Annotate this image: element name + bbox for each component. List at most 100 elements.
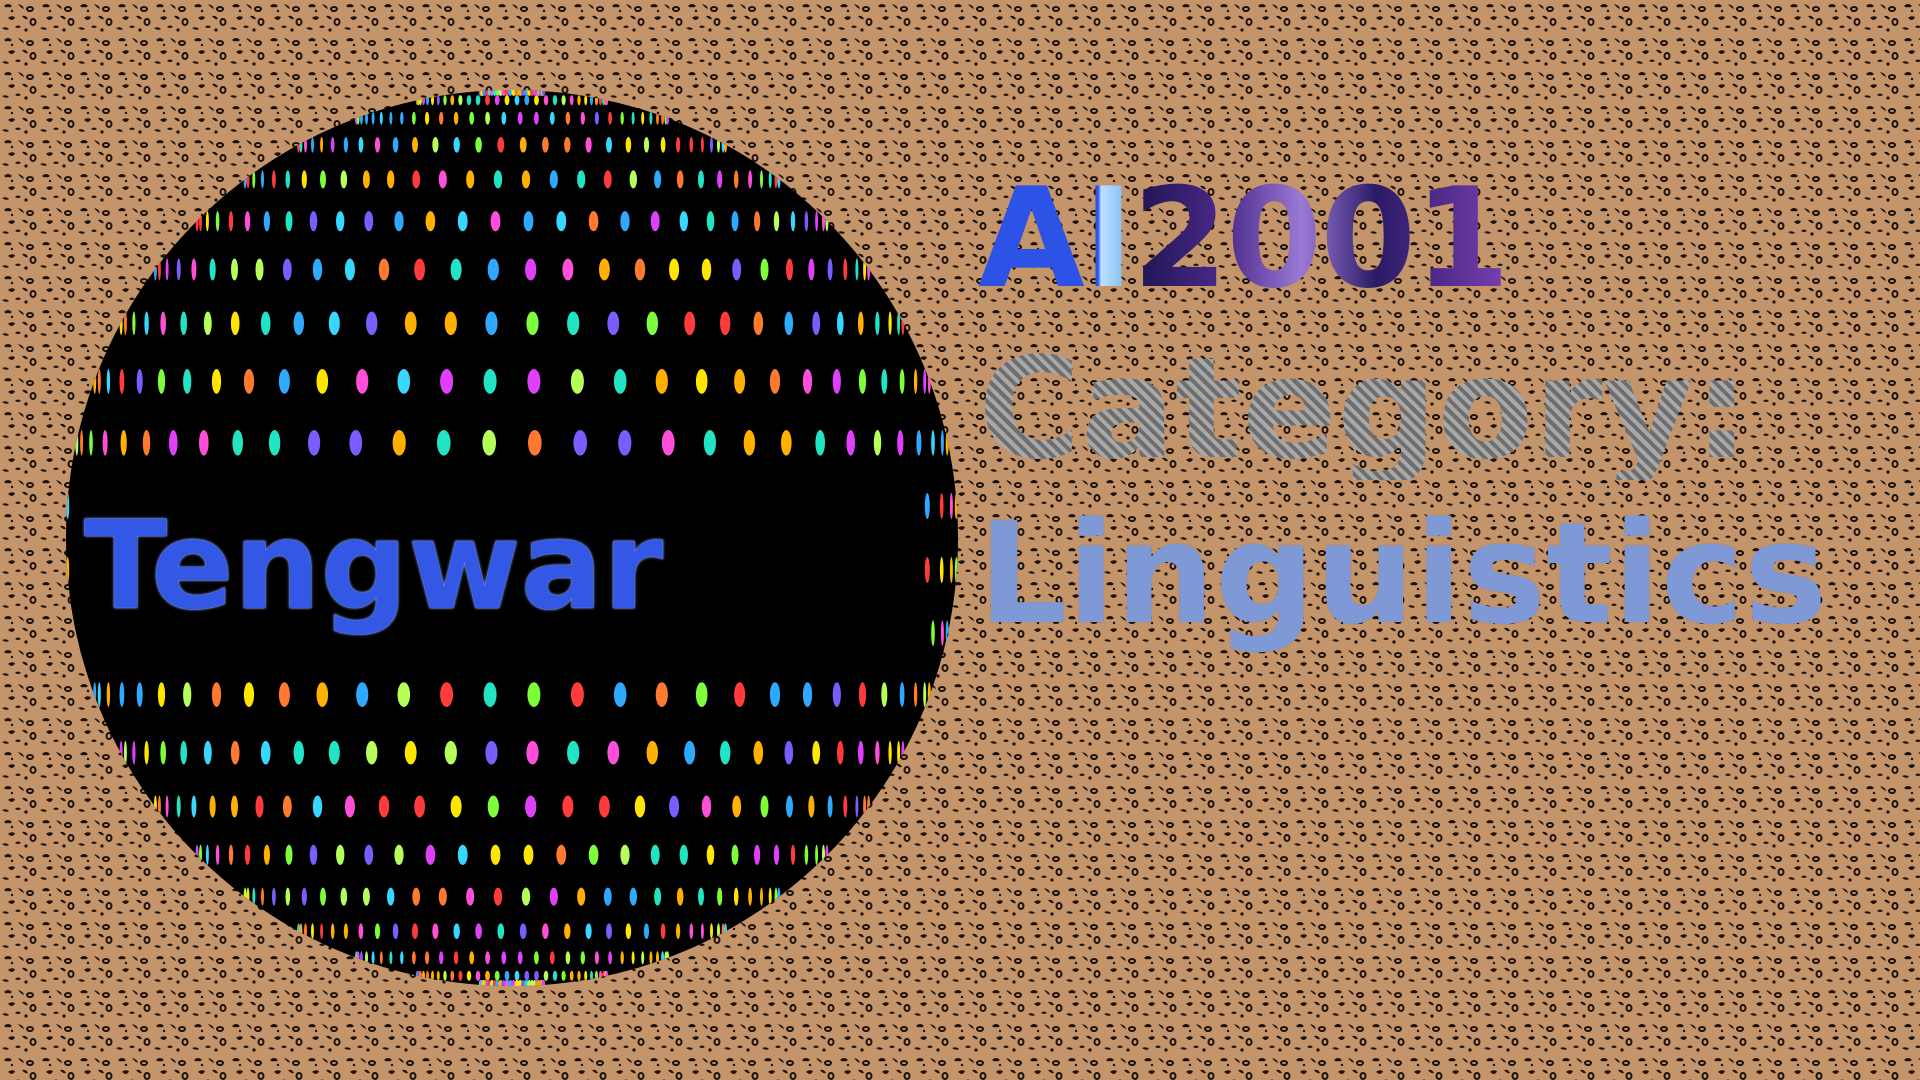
sphere-dot — [660, 923, 666, 939]
sphere-dot — [650, 211, 660, 232]
sphere-dot — [620, 211, 630, 232]
sphere-dot — [843, 258, 848, 281]
sphere-dot — [524, 970, 530, 981]
sphere-dot — [374, 137, 381, 153]
sphere-dot — [784, 311, 794, 336]
sphere-dot — [940, 430, 944, 456]
sphere-dot — [923, 682, 927, 707]
sphere-dot — [356, 951, 360, 965]
sphere-dot — [734, 682, 746, 707]
sphere-dot — [371, 951, 375, 965]
sphere-dot — [397, 682, 411, 707]
sphere-dot — [438, 170, 447, 189]
sphere-dot — [243, 682, 255, 707]
sphere-dot — [565, 951, 571, 965]
sphere-dot — [387, 170, 395, 189]
sphere-dot — [371, 111, 375, 125]
sphere-dot — [157, 369, 166, 394]
sphere-dot — [514, 970, 520, 981]
sphere-dot — [404, 740, 417, 765]
sphere-dot — [570, 682, 584, 707]
sphere-dot — [676, 923, 681, 939]
sphere-dot — [272, 170, 276, 189]
sphere-dot — [605, 970, 609, 981]
sphere-dot — [494, 970, 500, 981]
sphere-dot — [706, 211, 715, 232]
sphere-dot — [916, 430, 922, 456]
sphere-dot — [607, 740, 620, 765]
sphere-dot — [309, 211, 318, 232]
sphere-dot — [666, 951, 670, 965]
sphere-dot — [412, 923, 418, 939]
sphere-dot — [607, 311, 620, 336]
sphere-dot — [422, 970, 425, 981]
sphere-dot — [132, 740, 136, 765]
sphere-dot — [444, 311, 457, 336]
sphere-dot — [418, 95, 422, 106]
sphere-dot — [939, 557, 944, 583]
sphere-dot — [475, 970, 481, 981]
sphere-dot — [199, 844, 202, 865]
sphere-dot — [822, 844, 825, 865]
sphere-dot — [412, 111, 416, 125]
sphere-dot — [543, 95, 549, 106]
sphere-dot — [439, 951, 444, 965]
sphere-dot — [927, 369, 931, 394]
sphere-dot — [549, 111, 555, 125]
sphere-dot — [320, 887, 326, 906]
sphere-dot — [89, 430, 93, 456]
sphere-dot — [939, 493, 944, 519]
sphere-dot — [514, 95, 520, 106]
sphere-dot — [358, 923, 364, 939]
sphere-dot — [246, 170, 250, 189]
sphere-dot — [493, 170, 503, 189]
sphere-dot — [246, 887, 250, 906]
sphere-dot — [176, 795, 181, 818]
sphere-dot — [343, 137, 348, 153]
sphere-dot — [701, 795, 712, 818]
sphere-dot — [526, 311, 539, 336]
sphere-dot — [654, 170, 662, 189]
sphere-dot — [301, 887, 307, 906]
sphere-dot — [620, 111, 624, 125]
sphere-dot — [444, 740, 457, 765]
sphere-dot — [359, 111, 363, 125]
sphere-dot — [106, 369, 111, 394]
sphere-dot — [777, 887, 781, 906]
sphere-dot — [542, 923, 549, 939]
sphere-dot — [243, 369, 255, 394]
sphere-dot — [431, 95, 434, 106]
sphere-dot — [243, 170, 247, 189]
sphere-dot — [676, 137, 681, 153]
sphere-dot — [620, 951, 624, 965]
sphere-dot — [695, 682, 708, 707]
sphere-dot — [191, 258, 197, 281]
sphere-dot — [316, 369, 329, 394]
sphere-dot — [580, 951, 585, 965]
sphere-dot — [255, 258, 264, 281]
sphere-dot — [205, 844, 209, 865]
sphere-dot — [494, 95, 500, 106]
sphere-dot — [119, 740, 123, 765]
sphere-dot — [519, 923, 527, 939]
sphere-dot — [661, 111, 665, 125]
sphere-dot — [565, 111, 571, 125]
sphere-dot — [244, 211, 251, 232]
sphere-dot — [808, 795, 815, 818]
sphere-dot — [790, 844, 796, 865]
sphere-dot — [595, 970, 598, 981]
sphere-dot — [397, 369, 411, 394]
sphere-dot — [527, 979, 532, 986]
sphere-dot — [521, 170, 531, 189]
sphere-dot — [577, 95, 581, 106]
sphere-dot — [311, 923, 314, 939]
sphere-dot — [364, 211, 374, 232]
sphere-dot — [261, 887, 264, 906]
sphere-dot — [945, 430, 949, 456]
sphere-dot — [748, 170, 752, 189]
sphere-dot — [328, 740, 340, 765]
sphere-dot — [312, 258, 323, 281]
sphere-dot — [732, 795, 742, 818]
sphere-dot — [634, 258, 646, 281]
sphere-dot — [773, 844, 780, 865]
